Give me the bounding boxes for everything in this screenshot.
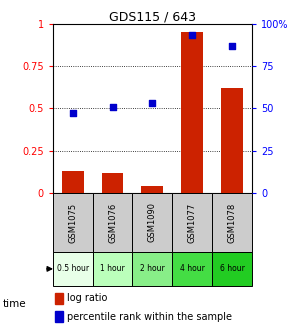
Bar bbox=[212, 193, 252, 252]
Text: GSM1090: GSM1090 bbox=[148, 203, 157, 243]
Point bbox=[150, 100, 155, 106]
Bar bbox=[172, 252, 212, 286]
Bar bbox=[181, 32, 203, 193]
Text: 2 hour: 2 hour bbox=[140, 264, 165, 274]
Text: 4 hour: 4 hour bbox=[180, 264, 205, 274]
Bar bbox=[102, 173, 123, 193]
Text: GSM1077: GSM1077 bbox=[188, 202, 197, 243]
Point bbox=[190, 33, 195, 38]
Bar bbox=[221, 88, 243, 193]
Text: 6 hour: 6 hour bbox=[220, 264, 244, 274]
Bar bbox=[55, 311, 63, 322]
Bar bbox=[55, 293, 63, 304]
Text: GSM1078: GSM1078 bbox=[228, 202, 236, 243]
Text: GSM1076: GSM1076 bbox=[108, 202, 117, 243]
Bar bbox=[172, 193, 212, 252]
Text: GSM1075: GSM1075 bbox=[68, 202, 77, 243]
Point bbox=[70, 111, 75, 116]
Bar bbox=[132, 193, 172, 252]
Text: 1 hour: 1 hour bbox=[100, 264, 125, 274]
Point bbox=[110, 104, 115, 110]
Text: time: time bbox=[3, 299, 27, 309]
Bar bbox=[53, 193, 93, 252]
Bar bbox=[62, 171, 84, 193]
Bar bbox=[93, 193, 132, 252]
Point bbox=[230, 43, 234, 48]
Bar bbox=[132, 252, 172, 286]
Text: 0.5 hour: 0.5 hour bbox=[57, 264, 89, 274]
Text: percentile rank within the sample: percentile rank within the sample bbox=[67, 311, 232, 322]
Bar bbox=[93, 252, 132, 286]
Bar bbox=[53, 252, 93, 286]
Bar bbox=[142, 186, 163, 193]
Title: GDS115 / 643: GDS115 / 643 bbox=[109, 10, 196, 24]
Text: log ratio: log ratio bbox=[67, 293, 107, 303]
Bar bbox=[212, 252, 252, 286]
